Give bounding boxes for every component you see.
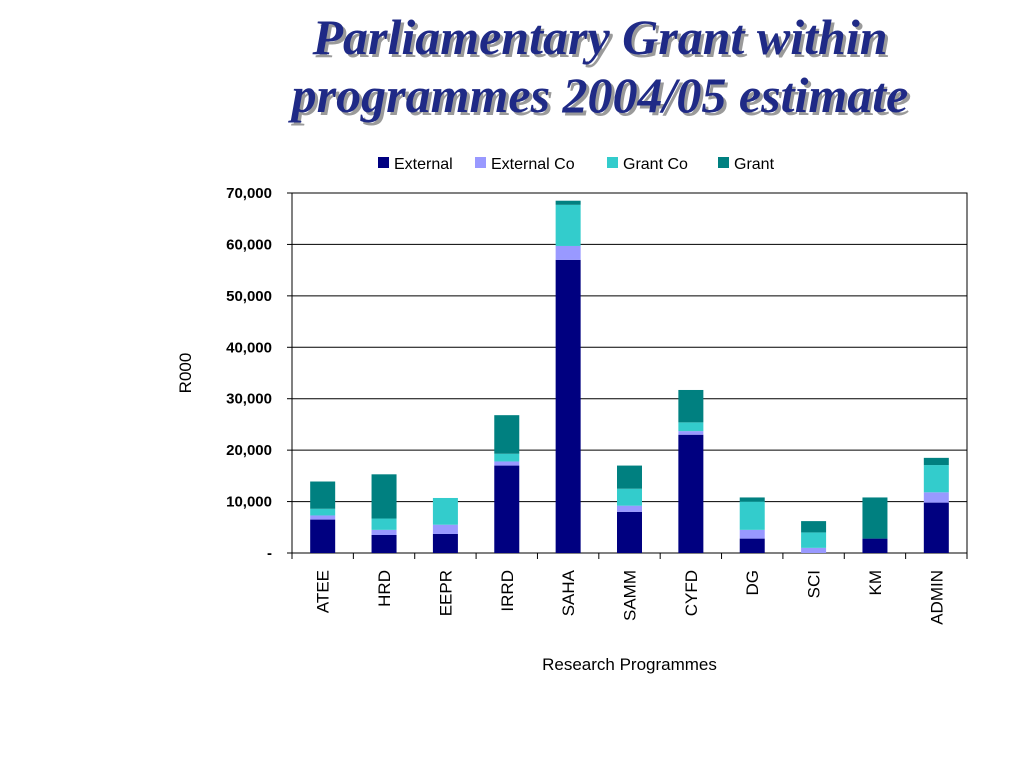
bar-segment <box>494 461 520 466</box>
bar-segment <box>923 492 949 503</box>
bar-segment <box>739 538 765 553</box>
legend-swatch <box>607 157 618 168</box>
bar-segment <box>617 465 642 489</box>
y-axis-label: R000 <box>176 353 195 394</box>
bar-segment <box>678 434 704 553</box>
x-tick-label: KM <box>866 570 885 596</box>
y-tick-label: 60,000 <box>226 236 272 253</box>
y-tick-label: 30,000 <box>226 391 272 408</box>
x-tick-label: EEPR <box>436 570 455 616</box>
legend-swatch <box>378 157 389 168</box>
bar-segment <box>555 204 581 246</box>
bar-segment <box>739 501 765 530</box>
bar-segment <box>739 529 765 539</box>
legend-swatch <box>718 157 729 168</box>
x-tick-label: SCI <box>805 570 824 598</box>
legend-label: External <box>394 156 453 173</box>
bar-segment <box>617 505 642 512</box>
bar-segment <box>432 533 458 553</box>
chart-title-line-2: programmes 2004/05 estimate <box>291 67 909 123</box>
bar-segment <box>371 474 397 519</box>
bar-segment <box>555 259 581 553</box>
bar-segment <box>555 245 581 260</box>
legend-swatch <box>475 157 486 168</box>
y-tick-label: 20,000 <box>226 442 272 459</box>
x-tick-label: IRRD <box>498 570 517 612</box>
legend-label: Grant <box>734 156 775 173</box>
y-tick-label: 50,000 <box>226 288 272 305</box>
bar-segment <box>310 519 336 553</box>
bar-segment <box>310 481 336 509</box>
bar-segment <box>678 431 704 435</box>
bar-segment <box>923 502 949 553</box>
bar-segment <box>923 465 949 493</box>
bar-segment <box>801 532 827 548</box>
y-tick-label: 70,000 <box>226 185 272 202</box>
y-tick-label: 40,000 <box>226 339 272 356</box>
x-tick-label: ATEE <box>314 570 333 613</box>
bar-segment <box>617 511 642 553</box>
bar-segment <box>371 529 397 535</box>
bar-segment <box>494 453 520 462</box>
bar-segment <box>432 524 458 534</box>
bar-segment <box>494 465 520 553</box>
bar-segment <box>310 515 336 520</box>
bar-segment <box>678 389 704 423</box>
bar-segment <box>862 538 888 553</box>
bar-segment <box>923 457 949 466</box>
x-axis-label: Research Programmes <box>542 655 717 674</box>
bar-segment <box>494 415 520 454</box>
chart-title-line-1: Parliamentary Grant within <box>312 9 888 65</box>
x-tick-label: DG <box>743 570 762 596</box>
bar-segment <box>801 521 827 533</box>
x-tick-label: SAMM <box>621 570 640 621</box>
bar-segment <box>862 497 888 539</box>
x-tick-label: ADMIN <box>927 570 946 625</box>
bar-segment <box>801 547 827 553</box>
legend-label: Grant Co <box>623 156 688 173</box>
x-tick-label: CYFD <box>682 570 701 616</box>
bar-segment <box>310 508 336 516</box>
bar-segment <box>371 518 397 530</box>
bar-segment <box>432 497 458 525</box>
bar-segment <box>739 497 765 502</box>
chart-title: Parliamentary Grant within programmes 20… <box>130 8 1024 124</box>
y-tick-label: 10,000 <box>226 494 272 511</box>
bar-segment <box>371 535 397 553</box>
x-tick-label: SAHA <box>559 569 578 616</box>
x-tick-label: HRD <box>375 570 394 607</box>
bar-segment <box>678 422 704 432</box>
bar-segment <box>555 200 581 205</box>
bar-segment <box>617 488 642 506</box>
y-tick-label: - <box>267 545 272 562</box>
legend-label: External Co <box>491 156 575 173</box>
